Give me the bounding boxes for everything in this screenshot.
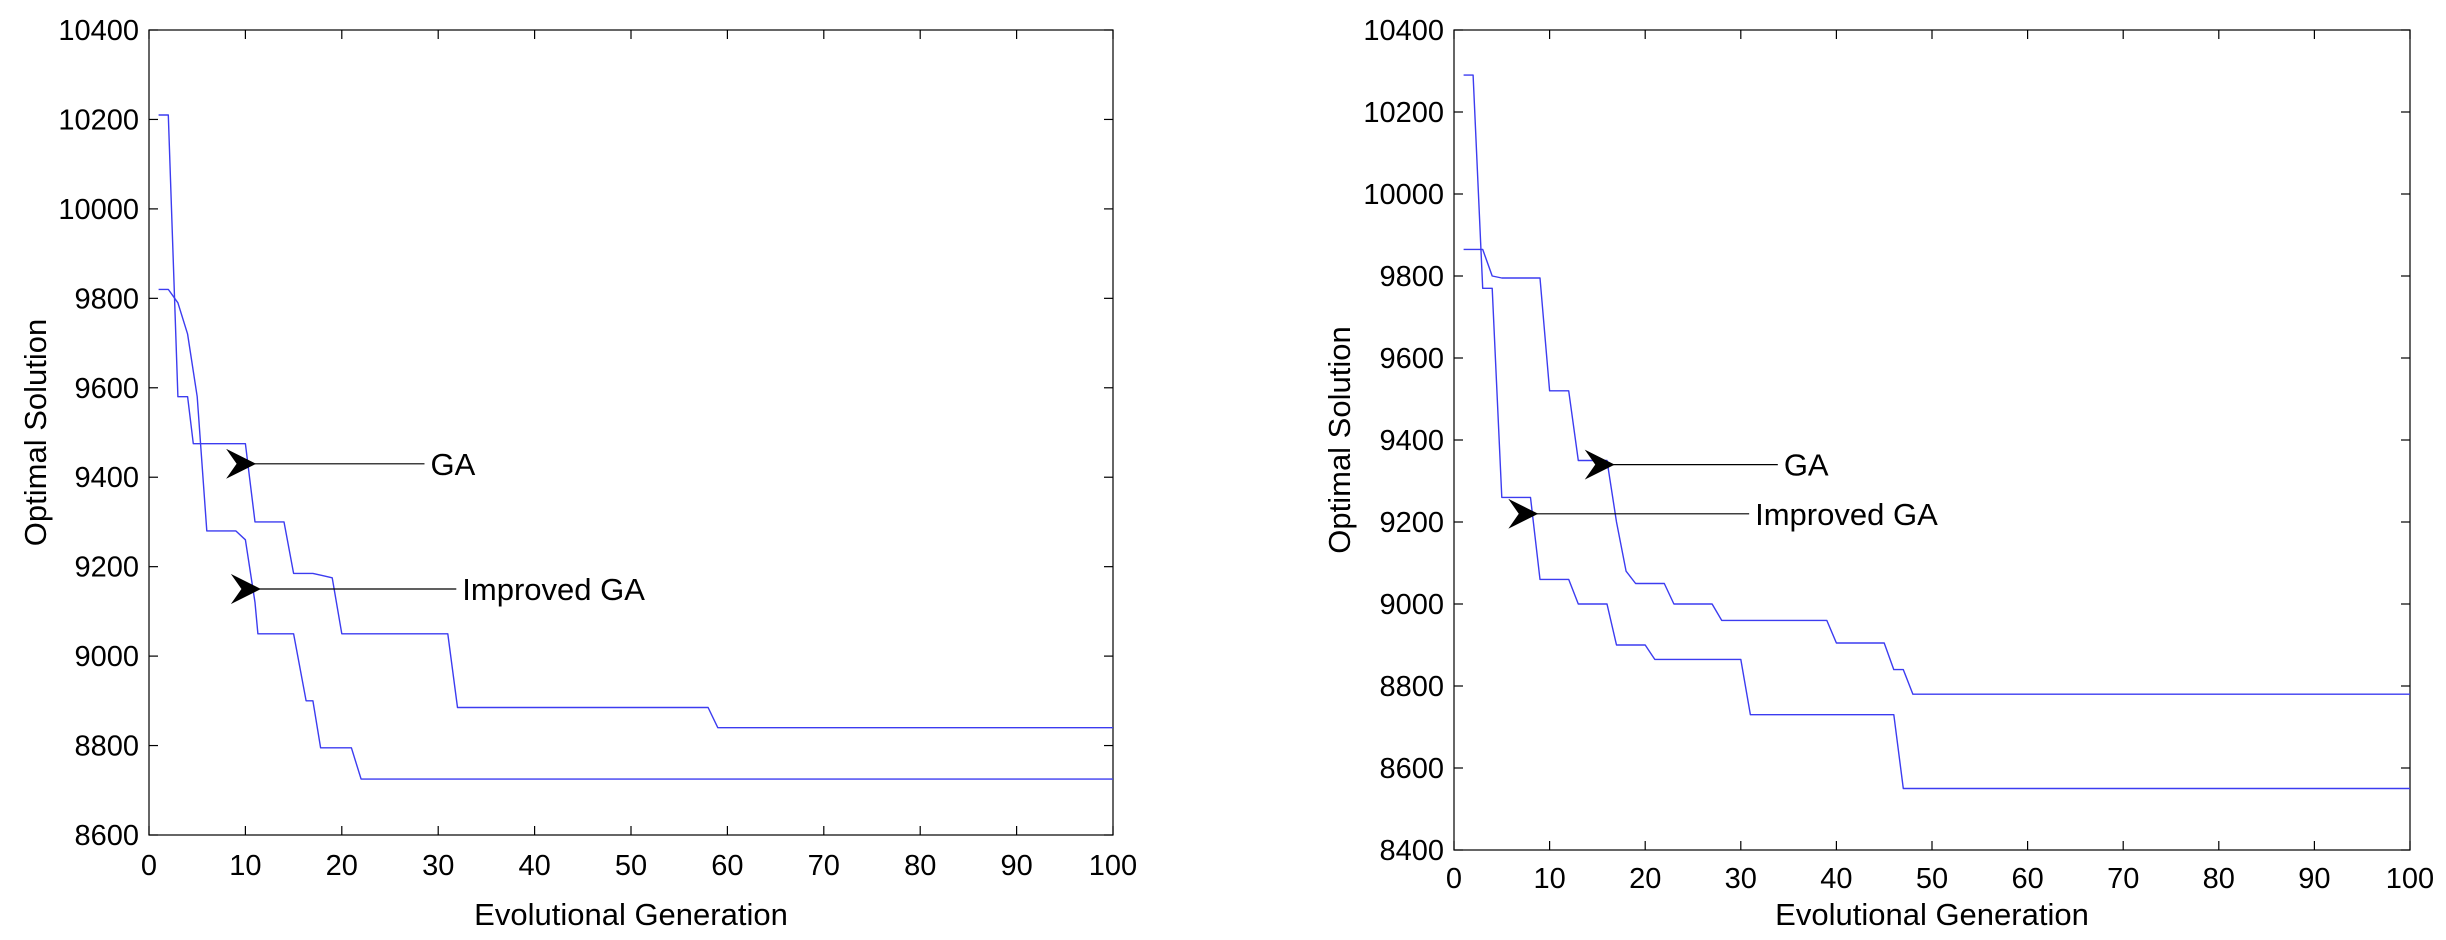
x-tick-label: 90 xyxy=(2298,863,2330,895)
y-tick-label: 8800 xyxy=(1379,671,1444,703)
x-tick-label: 40 xyxy=(518,850,550,882)
x-tick-label: 100 xyxy=(2386,863,2434,895)
x-tick-label: 100 xyxy=(1089,850,1137,882)
y-tick-label: 9200 xyxy=(74,552,139,584)
y-tick-label: 9600 xyxy=(74,373,139,405)
annotation-label: Improved GA xyxy=(1755,497,1938,532)
y-tick-label: 9800 xyxy=(74,283,139,315)
x-tick-label: 70 xyxy=(808,850,840,882)
annotation-label: Improved GA xyxy=(462,572,645,607)
x-tick-label: 50 xyxy=(1916,863,1948,895)
x-tick-label: 0 xyxy=(1446,863,1462,895)
plot-frame xyxy=(148,29,1114,836)
y-tick-label: 10000 xyxy=(1363,179,1444,211)
series-line-improved-ga xyxy=(1463,248,2410,695)
annotation-label: GA xyxy=(1784,448,1829,483)
y-tick-label: 10400 xyxy=(58,15,139,47)
x-tick-label: 90 xyxy=(1000,850,1032,882)
y-tick-label: 9200 xyxy=(1379,507,1444,539)
x-tick-label: 50 xyxy=(615,850,647,882)
chart-left: 0 10 20 30 40 50 60 70 80 90 100 8600 8800 9000 9200 94… xyxy=(18,15,1137,932)
series-line-ga xyxy=(1463,74,2410,790)
y-tick-label: 9800 xyxy=(1379,261,1444,293)
y-tick-label: 9600 xyxy=(1379,343,1444,375)
y-axis-label: Optimal Solution xyxy=(1322,326,1357,553)
y-tick-label: 9400 xyxy=(1379,425,1444,457)
x-tick-label: 0 xyxy=(141,850,157,882)
y-tick-label: 9000 xyxy=(1379,589,1444,621)
y-tick-label: 8600 xyxy=(1379,753,1444,785)
x-tick-label: 30 xyxy=(1725,863,1757,895)
y-tick-label: 10200 xyxy=(1363,97,1444,129)
plot-frame xyxy=(1453,29,2411,851)
y-axis-label: Optimal Solution xyxy=(18,319,53,546)
y-tick-label: 10200 xyxy=(58,104,139,136)
y-tick-label: 10000 xyxy=(58,194,139,226)
y-tick-label: 8800 xyxy=(74,731,139,763)
y-tick-label: 8400 xyxy=(1379,835,1444,867)
x-tick-label: 10 xyxy=(1533,863,1565,895)
annotation-label: GA xyxy=(430,447,475,482)
y-tick-label: 10400 xyxy=(1363,15,1444,47)
x-tick-label: 10 xyxy=(229,850,261,882)
x-axis-label: Evolutional Generation xyxy=(474,897,788,932)
series-line-ga xyxy=(158,288,1113,780)
x-tick-label: 40 xyxy=(1820,863,1852,895)
x-tick-label: 80 xyxy=(904,850,936,882)
chart-right: 0 10 20 30 40 50 60 70 80 90 100 8400 8600 8800 9000 92… xyxy=(1322,15,2434,932)
x-tick-label: 70 xyxy=(2107,863,2139,895)
x-tick-label: 20 xyxy=(326,850,358,882)
y-tick-label: 9000 xyxy=(74,641,139,673)
y-tick-label: 8600 xyxy=(74,820,139,852)
x-tick-label: 30 xyxy=(422,850,454,882)
x-tick-label: 60 xyxy=(711,850,743,882)
x-tick-label: 60 xyxy=(2011,863,2043,895)
x-tick-label: 80 xyxy=(2203,863,2235,895)
y-tick-label: 9400 xyxy=(74,462,139,494)
series-line-improved-ga xyxy=(158,114,1113,729)
x-axis-label: Evolutional Generation xyxy=(1775,897,2089,932)
x-tick-label: 20 xyxy=(1629,863,1661,895)
